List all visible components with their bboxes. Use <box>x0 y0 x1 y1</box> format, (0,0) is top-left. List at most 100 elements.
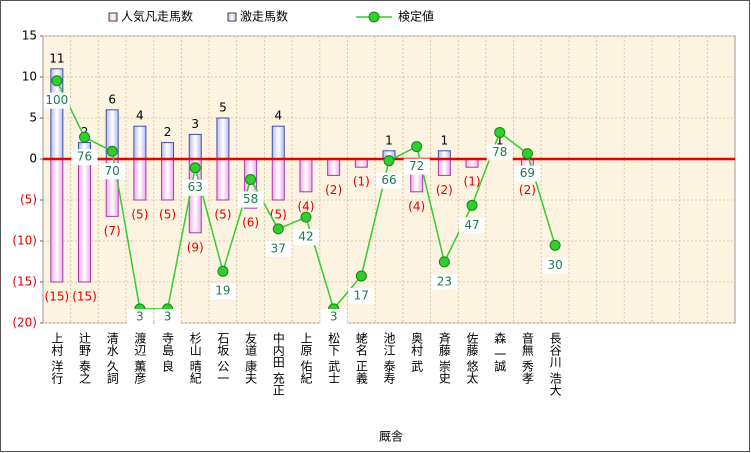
x-tick-label: 上原 佑紀 <box>299 332 313 384</box>
data-label-box <box>43 92 70 109</box>
x-tick-label: 中内田 充正 <box>271 331 285 396</box>
data-label: 19 <box>215 284 230 298</box>
line-marker <box>106 145 118 157</box>
data-label: 4 <box>136 109 144 123</box>
data-label: 3 <box>191 117 199 131</box>
x-tick-label: 上村 洋行 <box>50 332 64 384</box>
y-tick-label: 15 <box>22 29 37 43</box>
bar <box>133 158 147 201</box>
line-marker <box>189 162 201 174</box>
x-tick-label: 辻野 泰之 <box>78 332 92 384</box>
data-label-box <box>514 165 541 182</box>
legend-marker <box>368 11 380 23</box>
data-label: (2) <box>519 183 536 197</box>
legend-label: 検定値 <box>398 9 434 24</box>
data-label: (1) <box>464 175 481 189</box>
x-tick-label: 斉藤 崇史 <box>437 331 451 384</box>
line-marker <box>217 265 229 277</box>
data-label: 17 <box>354 288 369 302</box>
y-tick-label: (5) <box>20 193 37 207</box>
line-marker <box>300 211 312 223</box>
data-label: 66 <box>381 173 396 187</box>
y-tick-label: 5 <box>29 111 37 125</box>
y-tick-label: (20) <box>12 316 37 330</box>
y-tick-label: (10) <box>12 234 37 248</box>
x-tick-label: 石坂 公一 <box>216 332 230 384</box>
bar <box>216 117 230 160</box>
data-label: (5) <box>131 208 148 222</box>
x-tick-label: 友道 康夫 <box>244 332 258 385</box>
data-label-box <box>154 309 181 325</box>
data-label: (9) <box>187 240 204 254</box>
line-marker <box>438 256 450 268</box>
x-tick-label: 長谷川 浩大 <box>548 332 562 396</box>
bar <box>133 125 147 160</box>
data-label-box <box>376 172 402 189</box>
data-label-box <box>542 257 569 274</box>
data-label: (7) <box>104 224 121 238</box>
data-label: 11 <box>49 51 64 65</box>
data-label-box <box>209 283 236 300</box>
bar <box>50 158 64 283</box>
data-label: 2 <box>164 125 172 139</box>
data-label-box <box>292 229 319 246</box>
data-label-box <box>431 273 458 290</box>
data-label: 6 <box>108 92 116 106</box>
bar <box>271 125 285 160</box>
data-label: 47 <box>464 218 479 232</box>
data-label: (15) <box>45 290 70 304</box>
line-marker <box>549 239 561 251</box>
data-label: (2) <box>325 183 342 197</box>
data-label: 58 <box>243 192 258 206</box>
legend-swatch <box>227 12 237 22</box>
data-label: 78 <box>492 145 507 159</box>
legend-label: 人気凡走馬数 <box>121 9 193 24</box>
data-label: (4) <box>297 199 314 213</box>
x-tick-label: 池江 泰寿 <box>382 332 396 384</box>
data-label-box <box>126 309 153 325</box>
data-label: (5) <box>214 208 231 222</box>
data-label: 30 <box>547 258 562 272</box>
y-tick-label: 0 <box>29 152 37 166</box>
x-axis-title: 厩舎 <box>379 430 403 444</box>
data-label-box <box>320 309 347 325</box>
data-label-box <box>459 217 486 234</box>
data-label-box <box>348 287 375 304</box>
line-marker <box>272 223 284 235</box>
data-label: (4) <box>408 199 425 213</box>
x-tick-label: 佐藤 悠太 <box>465 332 479 384</box>
line-marker <box>245 174 257 185</box>
line-marker <box>411 141 423 153</box>
data-label: 3 <box>164 310 172 324</box>
line-marker <box>521 148 533 160</box>
data-label-box <box>71 149 98 166</box>
bar <box>188 133 202 160</box>
data-label: 63 <box>188 180 203 194</box>
bar <box>78 158 92 283</box>
data-label: 1 <box>441 133 449 147</box>
data-label-box <box>99 163 126 180</box>
bar <box>216 158 230 201</box>
data-label: (2) <box>436 183 453 197</box>
data-label: 76 <box>77 150 92 164</box>
bar <box>299 158 313 193</box>
data-label: 4 <box>274 109 282 123</box>
line-marker <box>466 199 478 211</box>
bar <box>327 158 341 176</box>
data-label: 3 <box>330 310 338 324</box>
line-marker <box>383 155 395 167</box>
line-marker <box>51 75 63 87</box>
x-tick-label: 渡辺 薫彦 <box>133 331 147 385</box>
data-label: 72 <box>409 159 424 173</box>
data-label-box <box>182 179 209 196</box>
y-tick-label: 10 <box>22 70 37 84</box>
x-tick-label: 松下 武士 <box>327 332 341 384</box>
data-label: (6) <box>242 216 259 230</box>
bar <box>161 142 175 160</box>
x-tick-label: 清水 久詞 <box>105 332 119 384</box>
data-label-box <box>237 191 264 208</box>
data-label: (1) <box>353 175 370 189</box>
x-tick-label: 奥村 武 <box>410 332 424 372</box>
x-tick-label: 杉山 晴紀 <box>188 332 202 384</box>
